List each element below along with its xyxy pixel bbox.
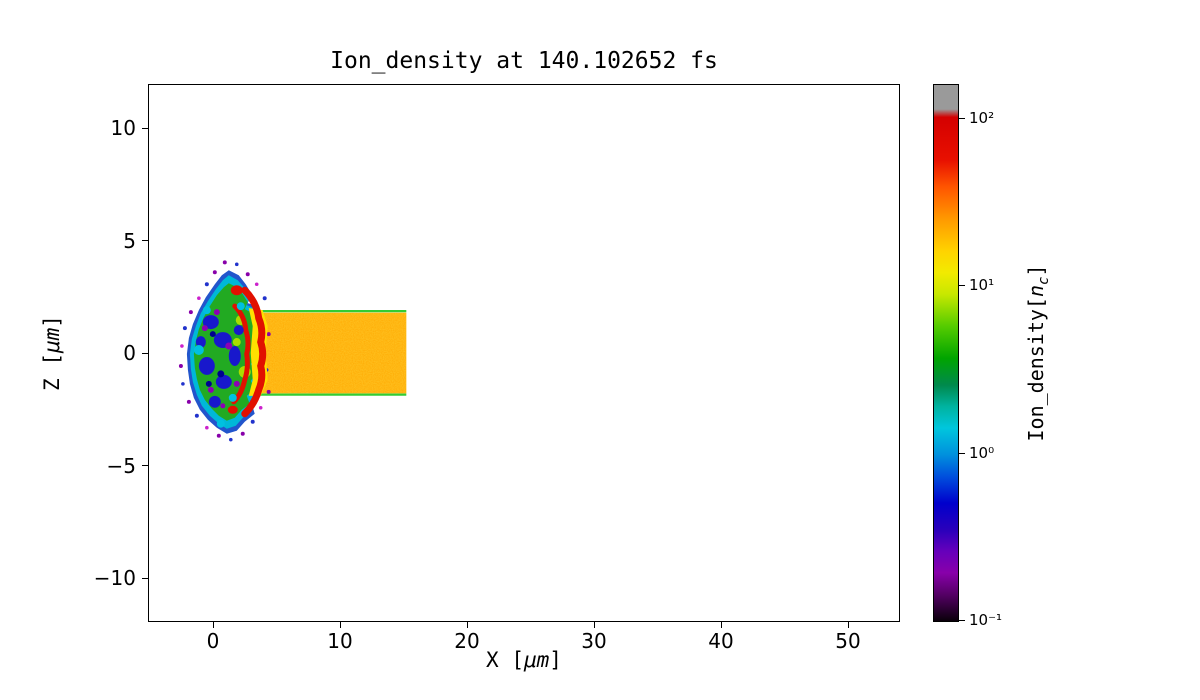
x-tick-mark	[466, 622, 468, 628]
x-tick-label: 20	[454, 629, 480, 653]
plasma-plume	[178, 260, 271, 442]
heatmap-canvas	[178, 260, 407, 442]
x-axis-label-pre: X [	[486, 648, 524, 672]
y-axis-label: Z [μm]	[40, 315, 64, 391]
y-axis-label-post: ]	[40, 315, 64, 328]
x-tick-label: 30	[581, 629, 607, 653]
x-axis-label: X [μm]	[148, 648, 900, 672]
x-tick-label: 40	[708, 629, 734, 653]
plot-title: Ion_density at 140.102652 fs	[330, 48, 718, 74]
colorbar	[933, 84, 959, 622]
y-tick-mark	[142, 127, 148, 129]
colorbar-label-subscript: c	[1035, 276, 1052, 285]
colorbar-tick-mark	[959, 453, 965, 454]
y-axis-label-pre: Z [	[40, 353, 64, 391]
colorbar-tick-label: 10⁻¹	[969, 611, 1003, 629]
plume-purple-patches	[201, 309, 240, 409]
plume-red-blob-top	[230, 285, 243, 296]
y-axis-label-unit: μm	[40, 327, 64, 354]
plume-edge-specks	[178, 260, 271, 442]
y-tick-label: 5	[123, 228, 136, 253]
colorbar-tick-mark	[959, 285, 965, 286]
plume-navy-cores	[205, 331, 225, 387]
plume-cyan-pockets	[193, 302, 245, 428]
x-axis-label-post: ]	[549, 648, 562, 672]
y-tick-label: −5	[106, 453, 136, 478]
x-tick-label: 0	[206, 629, 220, 653]
colorbar-tick-label: 10²	[969, 109, 995, 127]
y-tick-label: 0	[123, 341, 136, 365]
y-tick-mark	[142, 240, 148, 241]
colorbar-axis-label: Ion_density[nc]	[1024, 264, 1052, 441]
plume-red-blob-bottom	[227, 405, 238, 414]
colorbar-label-symbol: n	[1024, 284, 1049, 298]
x-tick-mark	[593, 622, 595, 628]
plume-red-arcs	[231, 286, 267, 418]
plot-area	[148, 84, 900, 622]
x-tick-mark	[212, 622, 214, 628]
y-tick-mark	[142, 577, 148, 579]
colorbar-tick-label: 10¹	[969, 276, 995, 294]
x-tick-mark	[720, 622, 722, 628]
x-tick-mark	[339, 622, 341, 628]
colorbar-tick-mark	[959, 620, 965, 621]
y-tick-mark	[142, 352, 148, 354]
target-slab	[250, 312, 407, 394]
x-tick-label: 10	[327, 629, 353, 653]
y-tick-label: 10	[110, 116, 136, 140]
x-tick-mark	[847, 622, 849, 628]
x-tick-label: 50	[835, 629, 861, 653]
colorbar-tick-label: 10⁰	[969, 444, 995, 462]
y-tick-mark	[142, 465, 148, 466]
colorbar-tick-mark	[959, 118, 965, 119]
x-axis-label-unit: μm	[523, 648, 550, 672]
colorbar-label-pre: Ion_density[	[1024, 297, 1049, 442]
y-tick-label: −10	[93, 566, 136, 590]
colorbar-label-post: ]	[1024, 264, 1049, 277]
